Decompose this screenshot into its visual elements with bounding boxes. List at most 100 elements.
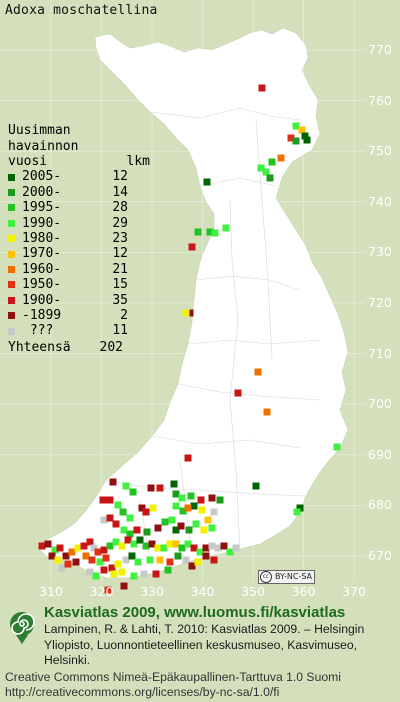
- legend-class-row: 1970- 12: [8, 246, 168, 261]
- observation-square: [196, 548, 204, 556]
- observation-square: [106, 496, 114, 504]
- legend-class-row: 2000- 14: [8, 185, 168, 200]
- observation-square: [179, 507, 187, 515]
- observation-square: [134, 558, 142, 566]
- observation-square: [122, 482, 130, 490]
- observation-square: [88, 556, 96, 564]
- legend-class-row: 2005- 12: [8, 169, 168, 185]
- legend-swatch: [8, 173, 15, 181]
- observation-square: [182, 556, 190, 564]
- observation-square: [192, 520, 200, 528]
- legend-swatch: [8, 250, 15, 258]
- cc-license-badge[interactable]: cc BY-NC-SA: [258, 570, 315, 584]
- observation-square: [198, 506, 206, 514]
- footer-title[interactable]: Kasviatlas 2009, www.luomus.fi/kasviatla…: [44, 604, 346, 621]
- observation-square: [292, 122, 300, 130]
- legend-total-label: Yhteensä: [8, 339, 71, 355]
- legend-swatch: [8, 189, 15, 197]
- observation-square: [156, 556, 164, 564]
- observation-square: [160, 544, 168, 552]
- observation-square: [58, 564, 66, 572]
- observation-square: [206, 228, 214, 236]
- legend-header-count: lkm: [126, 154, 150, 169]
- legend-class-count: 21: [112, 261, 128, 277]
- observation-square: [106, 542, 114, 550]
- legend-class-label: 1990-: [22, 215, 62, 231]
- legend-class-row: 1960- 21: [8, 262, 168, 277]
- observation-square: [118, 568, 126, 576]
- footer-license-line1: Creative Commons Nimeä-Epäkaupallinen-Ta…: [5, 670, 341, 684]
- legend-class-label: -1899: [22, 307, 62, 323]
- legend-class-label: 1950-: [22, 277, 62, 293]
- observation-square: [172, 540, 180, 548]
- kasviatlas-spiral-logo-icon: [10, 612, 35, 644]
- legend-class-count: 11: [112, 323, 128, 339]
- observation-square: [194, 558, 202, 566]
- cc-icon: cc: [260, 571, 272, 583]
- legend-class-count: 15: [112, 277, 128, 293]
- observation-square: [86, 538, 94, 546]
- observation-square: [120, 526, 128, 534]
- observation-square: [234, 389, 242, 397]
- observation-square: [190, 502, 198, 510]
- observation-square: [292, 137, 300, 145]
- observation-square: [142, 508, 150, 516]
- observation-square: [104, 586, 112, 594]
- observation-square: [90, 544, 98, 552]
- observation-square: [114, 560, 122, 568]
- observation-square: [194, 228, 202, 236]
- observation-square: [301, 132, 309, 140]
- y-axis-label: 680: [368, 497, 392, 513]
- observation-square: [68, 548, 76, 556]
- observation-square: [185, 526, 193, 534]
- observation-square: [174, 552, 182, 560]
- observation-square: [56, 544, 64, 552]
- legend-swatch: [8, 266, 15, 274]
- observation-square: [263, 408, 271, 416]
- legend-class-label: 2000-: [22, 184, 62, 200]
- legend-header-line3: vuosi lkm: [8, 154, 168, 170]
- observation-square: [293, 508, 301, 516]
- x-axis-label: 320: [89, 584, 114, 599]
- map-grid: [0, 0, 365, 582]
- legend-class-row: 1980- 23: [8, 231, 168, 246]
- legend-swatch: [8, 281, 15, 289]
- legend-header: Uusimman havainnon vuosi lkm: [8, 123, 168, 170]
- y-axis-label: 770: [368, 42, 392, 57]
- observation-square: [74, 544, 82, 552]
- legend-class-count: 28: [112, 200, 128, 216]
- legend-classes: 2005- 12 2000- 14 1995- 28 1990- 29 1980- 23 1970-…: [8, 169, 168, 339]
- observation-square: [119, 508, 127, 516]
- legend-swatch: [8, 235, 15, 243]
- legend-class-count: 2: [120, 307, 128, 323]
- observation-square: [177, 522, 185, 530]
- legend-header-line1: Uusimman: [8, 123, 71, 138]
- legend-swatch: [8, 219, 15, 227]
- footer-license-url[interactable]: http://creativecommons.org/licenses/by-n…: [5, 685, 280, 699]
- legend-class-count: 12: [112, 169, 128, 185]
- observation-square: [122, 556, 130, 564]
- observation-square: [148, 540, 156, 548]
- legend-class-label: 1900-: [22, 292, 62, 308]
- observation-square: [112, 538, 120, 546]
- observation-square: [172, 502, 180, 510]
- legend-class-label: 2005-: [22, 169, 62, 185]
- observation-square: [64, 560, 72, 568]
- observation-square: [100, 566, 108, 574]
- observation-square: [303, 136, 311, 144]
- legend-class-label: 1980-: [22, 231, 62, 247]
- legend-header-line2: havainnon: [8, 138, 79, 154]
- observation-square: [178, 544, 186, 552]
- observation-square: [136, 536, 144, 544]
- observation-square: [82, 552, 90, 560]
- x-axis-label: 350: [241, 584, 265, 599]
- observation-square: [38, 542, 46, 550]
- observation-square: [166, 558, 174, 566]
- footer-citation: Lampinen, R. & Lahti, T. 2010: Kasviatla…: [44, 622, 365, 667]
- legend: Uusimman havainnon vuosi lkm 2005- 12 2000…: [8, 123, 168, 356]
- observation-square: [72, 558, 80, 566]
- observation-square: [120, 582, 128, 590]
- observation-square: [226, 548, 234, 556]
- observation-square: [178, 494, 186, 502]
- y-axis-label: 720: [368, 295, 392, 310]
